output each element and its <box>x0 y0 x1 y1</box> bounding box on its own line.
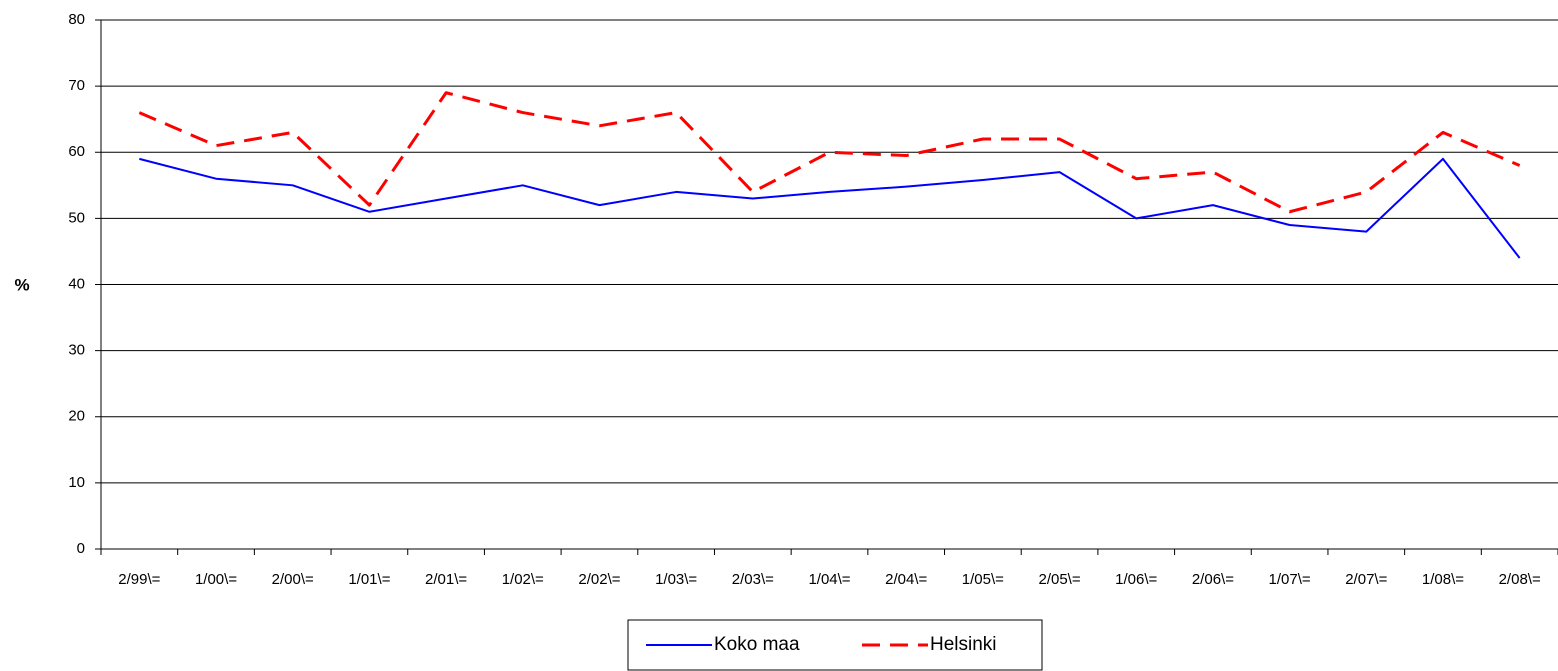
x-tick-label: 1/07\= <box>1269 571 1311 588</box>
y-tick-label: 70 <box>68 77 85 94</box>
x-tick-label: 1/02\= <box>502 571 544 588</box>
x-tick-label: 1/03\= <box>655 571 697 588</box>
y-tick-label: 0 <box>77 540 85 557</box>
x-tick-label: 1/05\= <box>962 571 1004 588</box>
series-line <box>139 157 1521 259</box>
x-tick-label: 2/01\= <box>425 571 467 588</box>
y-tick-label: 80 <box>68 11 85 28</box>
x-tick-label: 2/99\= <box>118 571 160 588</box>
y-tick-label: 20 <box>68 408 85 425</box>
series-line <box>138 91 1521 214</box>
y-axis-label: % <box>14 275 29 294</box>
legend-label: Helsinki <box>930 634 997 655</box>
x-tick-label: 2/02\= <box>578 571 620 588</box>
x-tick-label: 2/03\= <box>732 571 774 588</box>
legend-label: Koko maa <box>714 634 800 655</box>
x-tick-label: 2/06\= <box>1192 571 1234 588</box>
y-tick-label: 10 <box>68 474 85 491</box>
x-tick-label: 2/07\= <box>1345 571 1387 588</box>
y-tick-label: 50 <box>68 209 85 226</box>
x-tick-label: 2/04\= <box>885 571 927 588</box>
x-tick-label: 1/01\= <box>348 571 390 588</box>
x-tick-label: 2/05\= <box>1038 571 1080 588</box>
y-tick-label: 30 <box>68 342 85 359</box>
x-tick-label: 1/06\= <box>1115 571 1157 588</box>
x-tick-label: 1/00\= <box>195 571 237 588</box>
x-tick-label: 1/04\= <box>808 571 850 588</box>
x-tick-label: 2/08\= <box>1499 571 1541 588</box>
y-tick-label: 40 <box>68 275 85 292</box>
y-tick-label: 60 <box>68 143 85 160</box>
x-tick-label: 2/00\= <box>272 571 314 588</box>
x-tick-label: 1/08\= <box>1422 571 1464 588</box>
